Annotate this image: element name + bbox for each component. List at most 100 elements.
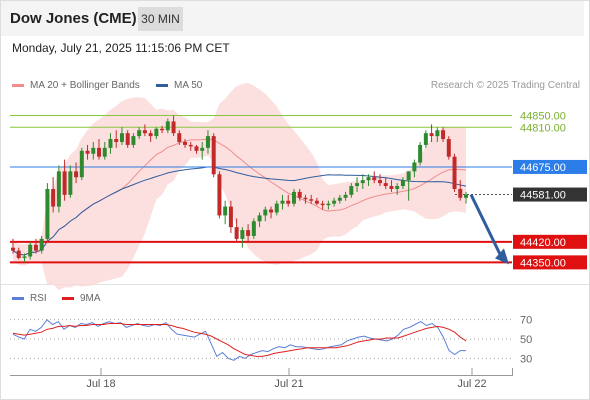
candle-body [355, 183, 360, 187]
candle-body [406, 171, 411, 181]
candle-body [119, 133, 124, 142]
forecast-arrow-head [495, 248, 509, 265]
level-label-44850.00: 44850.00 [520, 111, 566, 123]
legend-rsi: RSI [12, 293, 47, 304]
ma50-line [12, 166, 467, 256]
candle-body [45, 188, 50, 239]
candle-body [228, 206, 233, 228]
candle-body [33, 244, 38, 251]
candle-body [200, 147, 205, 151]
candle-body [160, 128, 165, 131]
candle-body [194, 146, 199, 151]
candle-body [423, 133, 428, 145]
x-tick-label-Jul 21: Jul 21 [274, 378, 303, 390]
candle-body [383, 183, 388, 187]
candle-body [188, 144, 193, 147]
candle-body [28, 244, 33, 257]
candle-body [217, 174, 222, 216]
candle-body [114, 139, 119, 142]
candle-body [303, 197, 308, 200]
candle-body [458, 188, 463, 198]
candle-body [418, 144, 423, 163]
candle-body [337, 197, 342, 201]
candle-body [108, 139, 113, 148]
header-bar [0, 0, 584, 36]
candle-body [464, 194, 468, 198]
candle-body [314, 200, 319, 204]
level-label-44350.00: 44350.00 [520, 257, 566, 269]
forecast-arrow-line [469, 193, 505, 262]
interval-button[interactable]: 30 MIN [138, 7, 183, 31]
rsi-swatch [12, 297, 24, 300]
level-label-44581.00: 44581.00 [520, 190, 566, 202]
candle-body [360, 180, 365, 184]
candle-body [62, 171, 67, 195]
candle-body [309, 199, 314, 201]
candle-body [441, 130, 446, 140]
candle-body [240, 230, 245, 239]
instrument-title: Dow Jones (CME) [10, 10, 137, 27]
candle-body [332, 200, 337, 204]
level-label-44420.00: 44420.00 [520, 237, 566, 249]
candle-body [51, 188, 56, 207]
level-label-44675.00: 44675.00 [520, 162, 566, 174]
candle-body [148, 133, 153, 137]
candle-body [177, 133, 182, 142]
candle-body [85, 150, 90, 154]
candle-body [286, 200, 291, 204]
candle-body [269, 209, 274, 213]
level-label-bg-44350.00 [513, 255, 587, 270]
ma9-swatch [62, 297, 74, 300]
candle-body [102, 147, 107, 157]
candle-body [68, 171, 73, 195]
legend-rsi-label: RSI [30, 293, 47, 304]
rsi-line [12, 318, 466, 361]
candle-body [343, 194, 348, 198]
candle-body [291, 191, 296, 204]
candle-body [91, 147, 96, 154]
candle-body [183, 141, 188, 145]
legend-9ma-label: 9MA [80, 293, 101, 304]
candle-body [274, 203, 279, 213]
rsi-tick-label-30: 30 [520, 353, 532, 365]
rsi-tick-label-70: 70 [520, 315, 532, 327]
credit-text: Research © 2025 Trading Central [430, 80, 580, 91]
legend-ma20: MA 20 + Bollinger Bands [12, 80, 140, 91]
candle-body [257, 215, 262, 222]
candle-body [205, 136, 210, 148]
ma50-swatch [156, 84, 168, 87]
candle-body [320, 203, 325, 206]
candle-body [246, 230, 251, 236]
candle-body [79, 150, 84, 178]
candle-body [251, 221, 256, 236]
candle-body [389, 186, 394, 189]
x-tick-label-Jul 22: Jul 22 [457, 378, 486, 390]
candle-body [165, 121, 170, 131]
candle-body [234, 227, 239, 239]
candle-body [142, 130, 147, 134]
level-label-bg-44675.00 [513, 159, 587, 174]
candle-body [280, 200, 285, 204]
candle-body [74, 171, 79, 178]
candle-body [223, 206, 228, 216]
ma20-swatch [12, 84, 24, 87]
candle-body [125, 133, 130, 145]
legend-ma50: MA 50 [156, 80, 202, 91]
candle-body [11, 247, 15, 251]
candle-body [429, 133, 434, 137]
candle-body [412, 162, 417, 172]
candle-body [16, 250, 21, 258]
candle-body [446, 139, 451, 157]
candle-body [452, 156, 457, 189]
candle-body [211, 136, 216, 175]
candle-body [263, 209, 268, 216]
candle-body [377, 180, 382, 184]
candle-body [326, 203, 331, 206]
rsi-tick-label-50: 50 [520, 334, 532, 346]
candle-body [137, 130, 142, 137]
legend-ma50-label: MA 50 [174, 80, 203, 91]
candle-body [349, 186, 354, 195]
candle-body [395, 186, 400, 189]
legend-9ma: 9MA [62, 293, 101, 304]
